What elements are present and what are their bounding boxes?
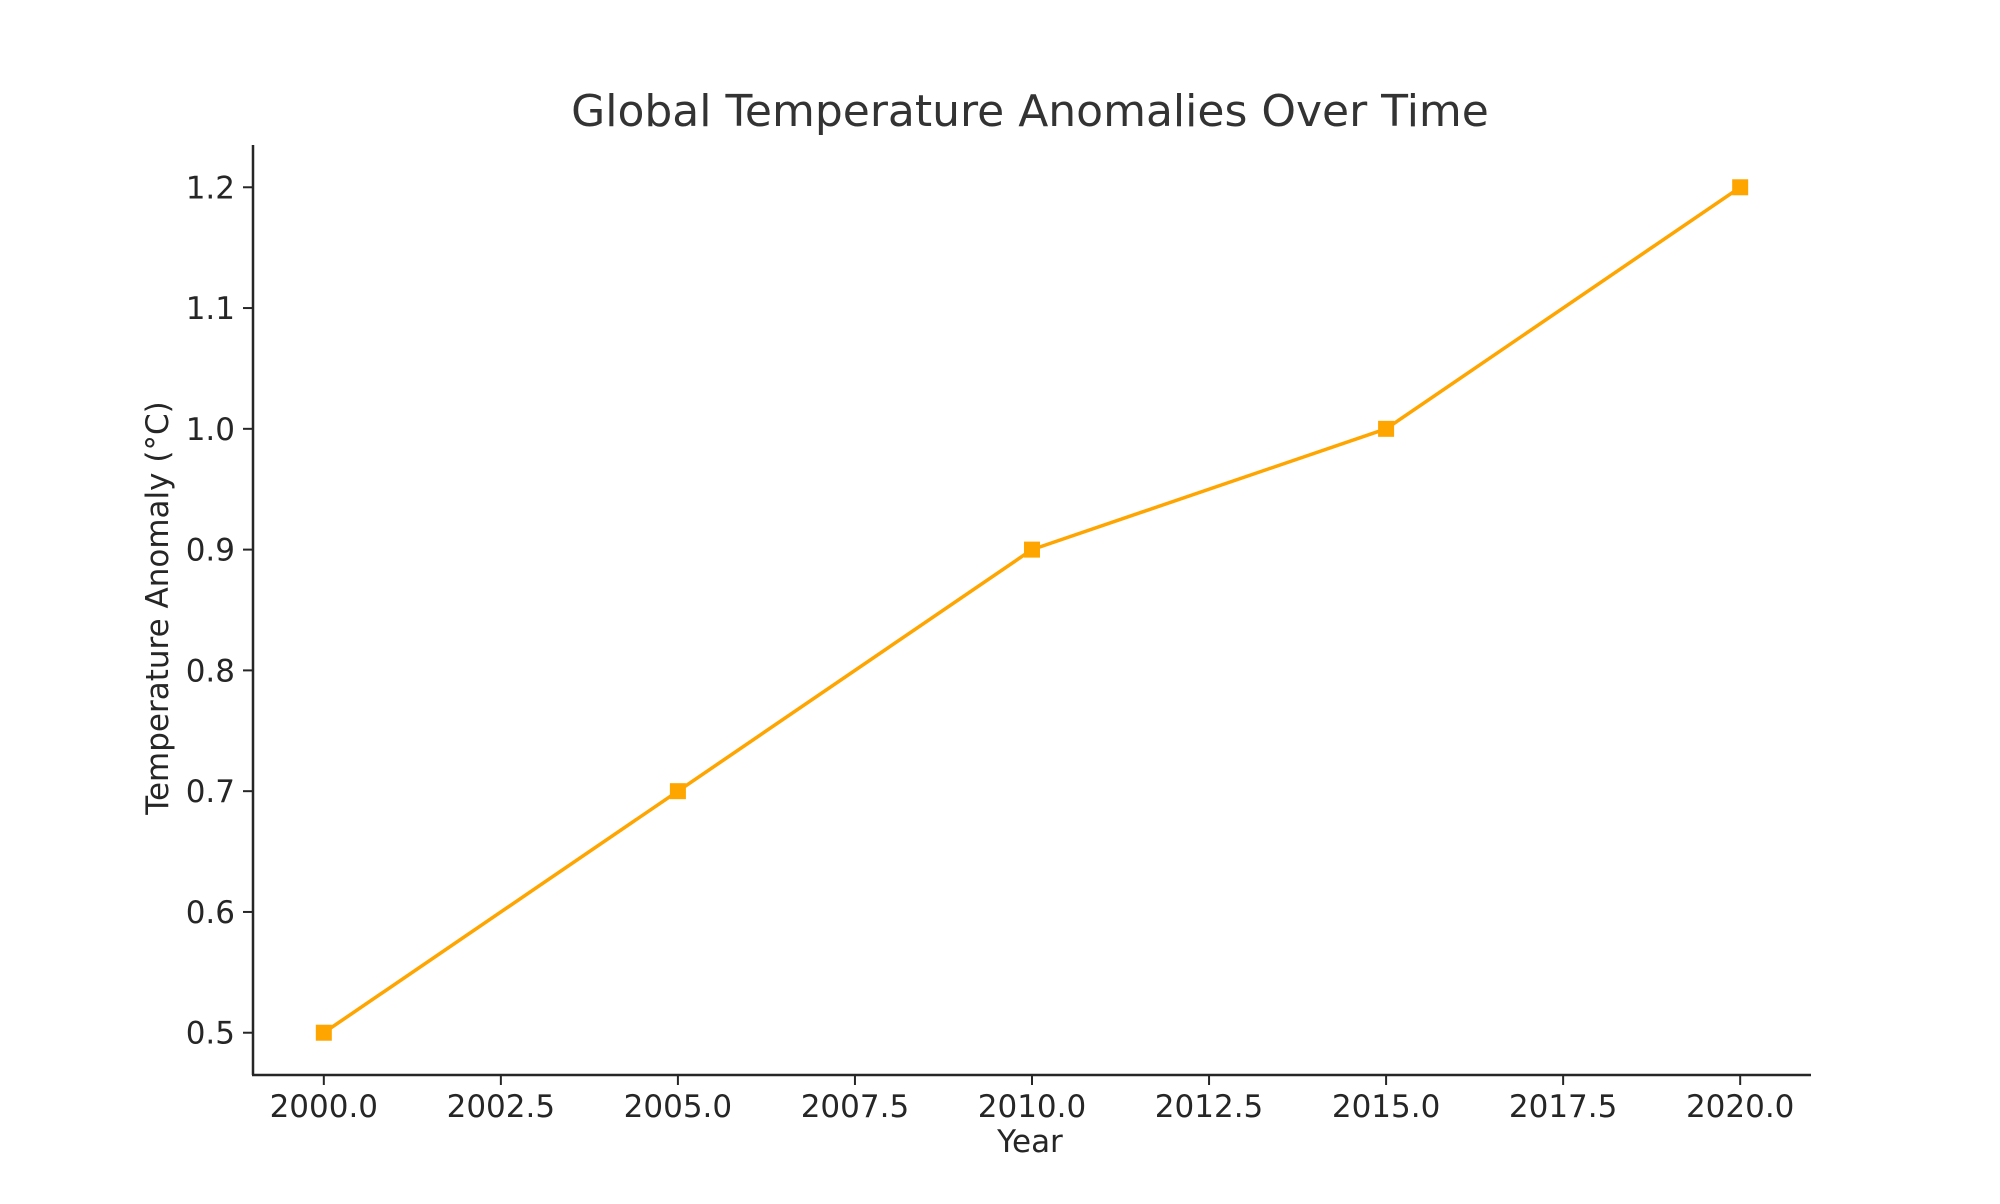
y-tick-label: 1.0	[186, 412, 235, 448]
series-layer	[315, 179, 1749, 1041]
series-line	[322, 185, 1742, 1035]
x-tick-label: 2012.5	[1155, 1089, 1263, 1125]
x-tick-label: 2007.5	[801, 1089, 909, 1125]
y-axis-label: Temperature Anomaly (°C)	[140, 401, 176, 815]
x-tick-label: 2000.0	[270, 1089, 378, 1125]
y-tick-label: 0.5	[186, 1016, 235, 1052]
y-tick-label: 1.1	[186, 291, 235, 327]
x-tick-label: 2002.5	[447, 1089, 555, 1125]
y-tick-label: 0.9	[186, 533, 235, 569]
x-tick-label: 2010.0	[978, 1089, 1086, 1125]
y-tick-label: 1.2	[186, 170, 235, 206]
x-tick-label: 2020.0	[1686, 1089, 1794, 1125]
chart-title: Global Temperature Anomalies Over Time	[571, 86, 1489, 137]
x-tick-label: 2017.5	[1509, 1089, 1617, 1125]
x-tick-label: 2005.0	[624, 1089, 732, 1125]
y-tick-label: 0.7	[186, 774, 235, 810]
data-point-marker	[1732, 179, 1749, 196]
x-axis-label: Year	[996, 1124, 1063, 1160]
data-point-marker	[669, 783, 686, 800]
y-tick-label: 0.8	[186, 653, 235, 689]
y-tick-label: 0.6	[186, 895, 235, 931]
data-point-marker	[1378, 420, 1395, 437]
data-point-marker	[315, 1024, 332, 1041]
x-axis-ticks: 2000.0 2002.5 2005.0 2007.5 2010.0 2012.5 2015…	[270, 1075, 1794, 1125]
y-axis-ticks: 0.5 0.6 0.7 0.8 0.9 1.0 1.1 1.2	[186, 170, 253, 1052]
x-tick-label: 2015.0	[1332, 1089, 1440, 1125]
data-point-marker	[1024, 541, 1040, 558]
